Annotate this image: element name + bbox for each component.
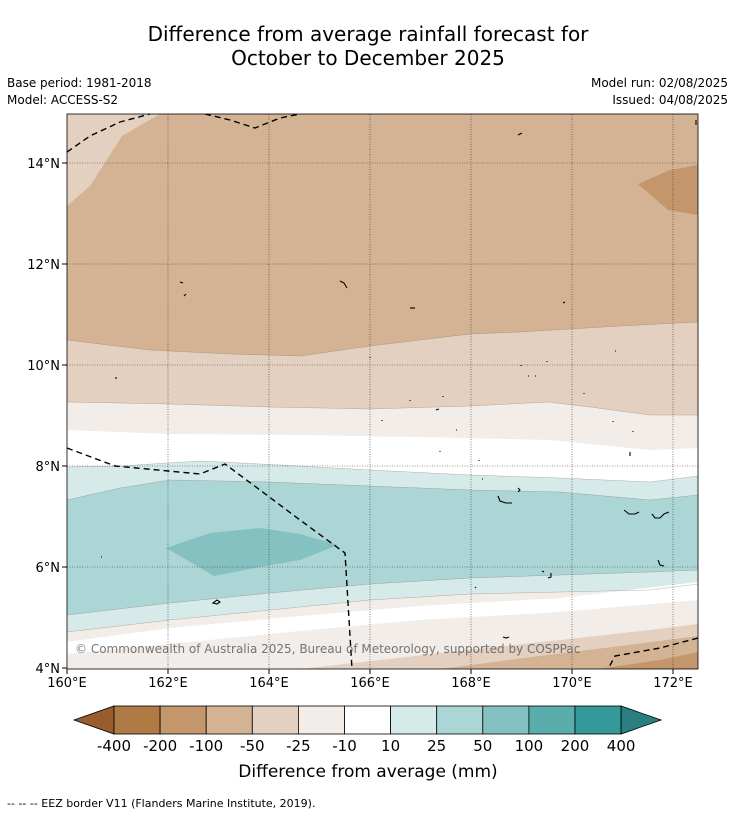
eez-border bbox=[67, 114, 698, 669]
y-tick-label: 12°N bbox=[27, 258, 60, 273]
colorbar-tick-label: -100 bbox=[189, 737, 224, 755]
model-label: Model: ACCESS-S2 bbox=[7, 93, 119, 107]
colorbar-cell bbox=[113, 705, 161, 735]
colorbar-title: Difference from average (mm) bbox=[238, 762, 498, 782]
colorbar-tick-label: 50 bbox=[473, 737, 493, 755]
colorbar-cell bbox=[344, 705, 391, 735]
x-tick-label: 172°E bbox=[653, 676, 693, 691]
islands bbox=[101, 120, 697, 639]
base-period-label: Base period: 1981-2018 bbox=[7, 76, 152, 90]
colorbar-tick-label: 25 bbox=[427, 737, 447, 755]
colorbar-extend-low bbox=[72, 705, 115, 735]
colorbar-cell bbox=[297, 705, 345, 735]
issued-label: Issued: 04/08/2025 bbox=[612, 93, 728, 107]
colorbar-cell bbox=[482, 705, 530, 735]
eez-footnote: -- -- -- EEZ border V11 (Flanders Marine… bbox=[7, 797, 316, 810]
x-tick-label: 164°E bbox=[249, 676, 289, 691]
colorbar-cell bbox=[251, 705, 299, 735]
y-tick-label: 4°N bbox=[36, 662, 61, 677]
map-title-line1: Difference from average rainfall forecas… bbox=[147, 22, 589, 46]
colorbar-tick-label: 400 bbox=[606, 737, 636, 755]
colorbar-tick-label: 200 bbox=[560, 737, 590, 755]
x-tick-label: 170°E bbox=[552, 676, 592, 691]
gridlines bbox=[67, 114, 698, 669]
model-run-label: Model run: 02/08/2025 bbox=[590, 76, 728, 90]
colorbar-tick-label: -200 bbox=[143, 737, 178, 755]
x-tick-label: 160°E bbox=[47, 676, 87, 691]
x-tick-label: 166°E bbox=[350, 676, 390, 691]
colorbar-tick-label: -25 bbox=[286, 737, 311, 755]
colorbar-extend-high bbox=[620, 705, 663, 735]
colorbar-tick-label: -400 bbox=[96, 737, 132, 755]
colorbar-tick-label: -10 bbox=[332, 737, 357, 755]
y-tick-label: 8°N bbox=[36, 460, 61, 475]
copyright-note: © Commonwealth of Australia 2025, Bureau… bbox=[75, 642, 580, 656]
x-tick-label: 162°E bbox=[148, 676, 188, 691]
colorbar-tick-label: -50 bbox=[240, 737, 265, 755]
x-tick-label: 168°E bbox=[451, 676, 491, 691]
y-tick-label: 6°N bbox=[36, 561, 61, 576]
colorbar bbox=[72, 705, 663, 735]
map-frame bbox=[66, 113, 699, 670]
map-title-line2: October to December 2025 bbox=[231, 46, 505, 70]
y-tick-label: 14°N bbox=[27, 157, 60, 172]
colorbar-cell bbox=[159, 705, 207, 735]
colorbar-cell bbox=[436, 705, 484, 735]
rainfall-map: © Commonwealth of Australia 2025, Bureau… bbox=[27, 113, 699, 691]
colorbar-tick-label: 10 bbox=[381, 737, 401, 755]
colorbar-cell bbox=[205, 705, 253, 735]
colorbar-cell bbox=[390, 705, 438, 735]
colorbar-cell bbox=[528, 705, 576, 735]
rainfall-contours: © Commonwealth of Australia 2025, Bureau… bbox=[67, 114, 698, 669]
colorbar-cell bbox=[574, 705, 622, 735]
colorbar-tick-label: 100 bbox=[514, 737, 544, 755]
y-tick-label: 10°N bbox=[27, 359, 60, 374]
